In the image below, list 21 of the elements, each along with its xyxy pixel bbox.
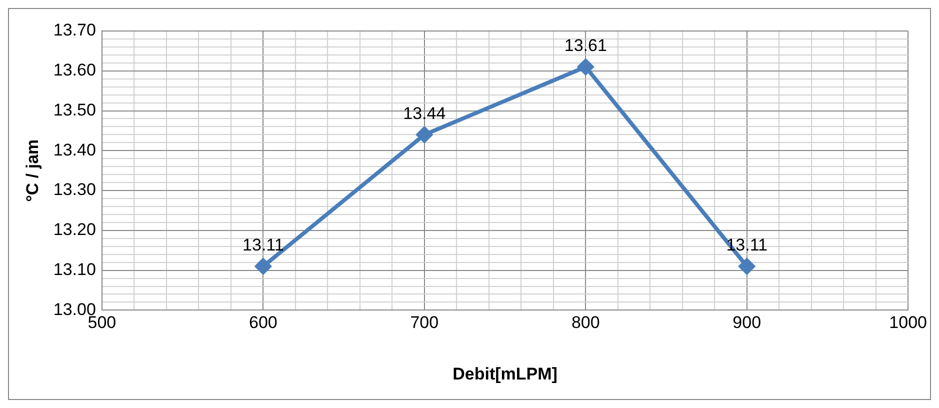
data-label: 13.11 — [242, 236, 284, 255]
y-axis-title: °C / jam — [22, 139, 42, 202]
point — [578, 58, 594, 75]
x-tick-label: 900 — [732, 313, 762, 332]
x-tick-label: 800 — [571, 313, 600, 332]
point — [255, 258, 272, 274]
point — [738, 258, 755, 274]
y-tick-label: 13.50 — [53, 100, 96, 120]
y-tick-label: 13.40 — [53, 140, 96, 160]
y-tick-label: 13.60 — [53, 60, 96, 80]
data-label: 13.61 — [564, 36, 607, 56]
data-label: 13.44 — [403, 104, 446, 123]
x-axis-title: Debit[mLPM] — [452, 364, 558, 384]
y-tick-label: 13.10 — [53, 260, 96, 279]
x-tick-label: 600 — [248, 313, 278, 332]
point — [416, 126, 432, 143]
y-tick-label: 13.30 — [53, 180, 96, 200]
y-tick-label: 13.20 — [53, 220, 96, 240]
x-tick-label: 700 — [410, 313, 439, 332]
y-tick-label: 13.70 — [53, 20, 96, 40]
x-tick-label: 1000 — [889, 313, 928, 332]
